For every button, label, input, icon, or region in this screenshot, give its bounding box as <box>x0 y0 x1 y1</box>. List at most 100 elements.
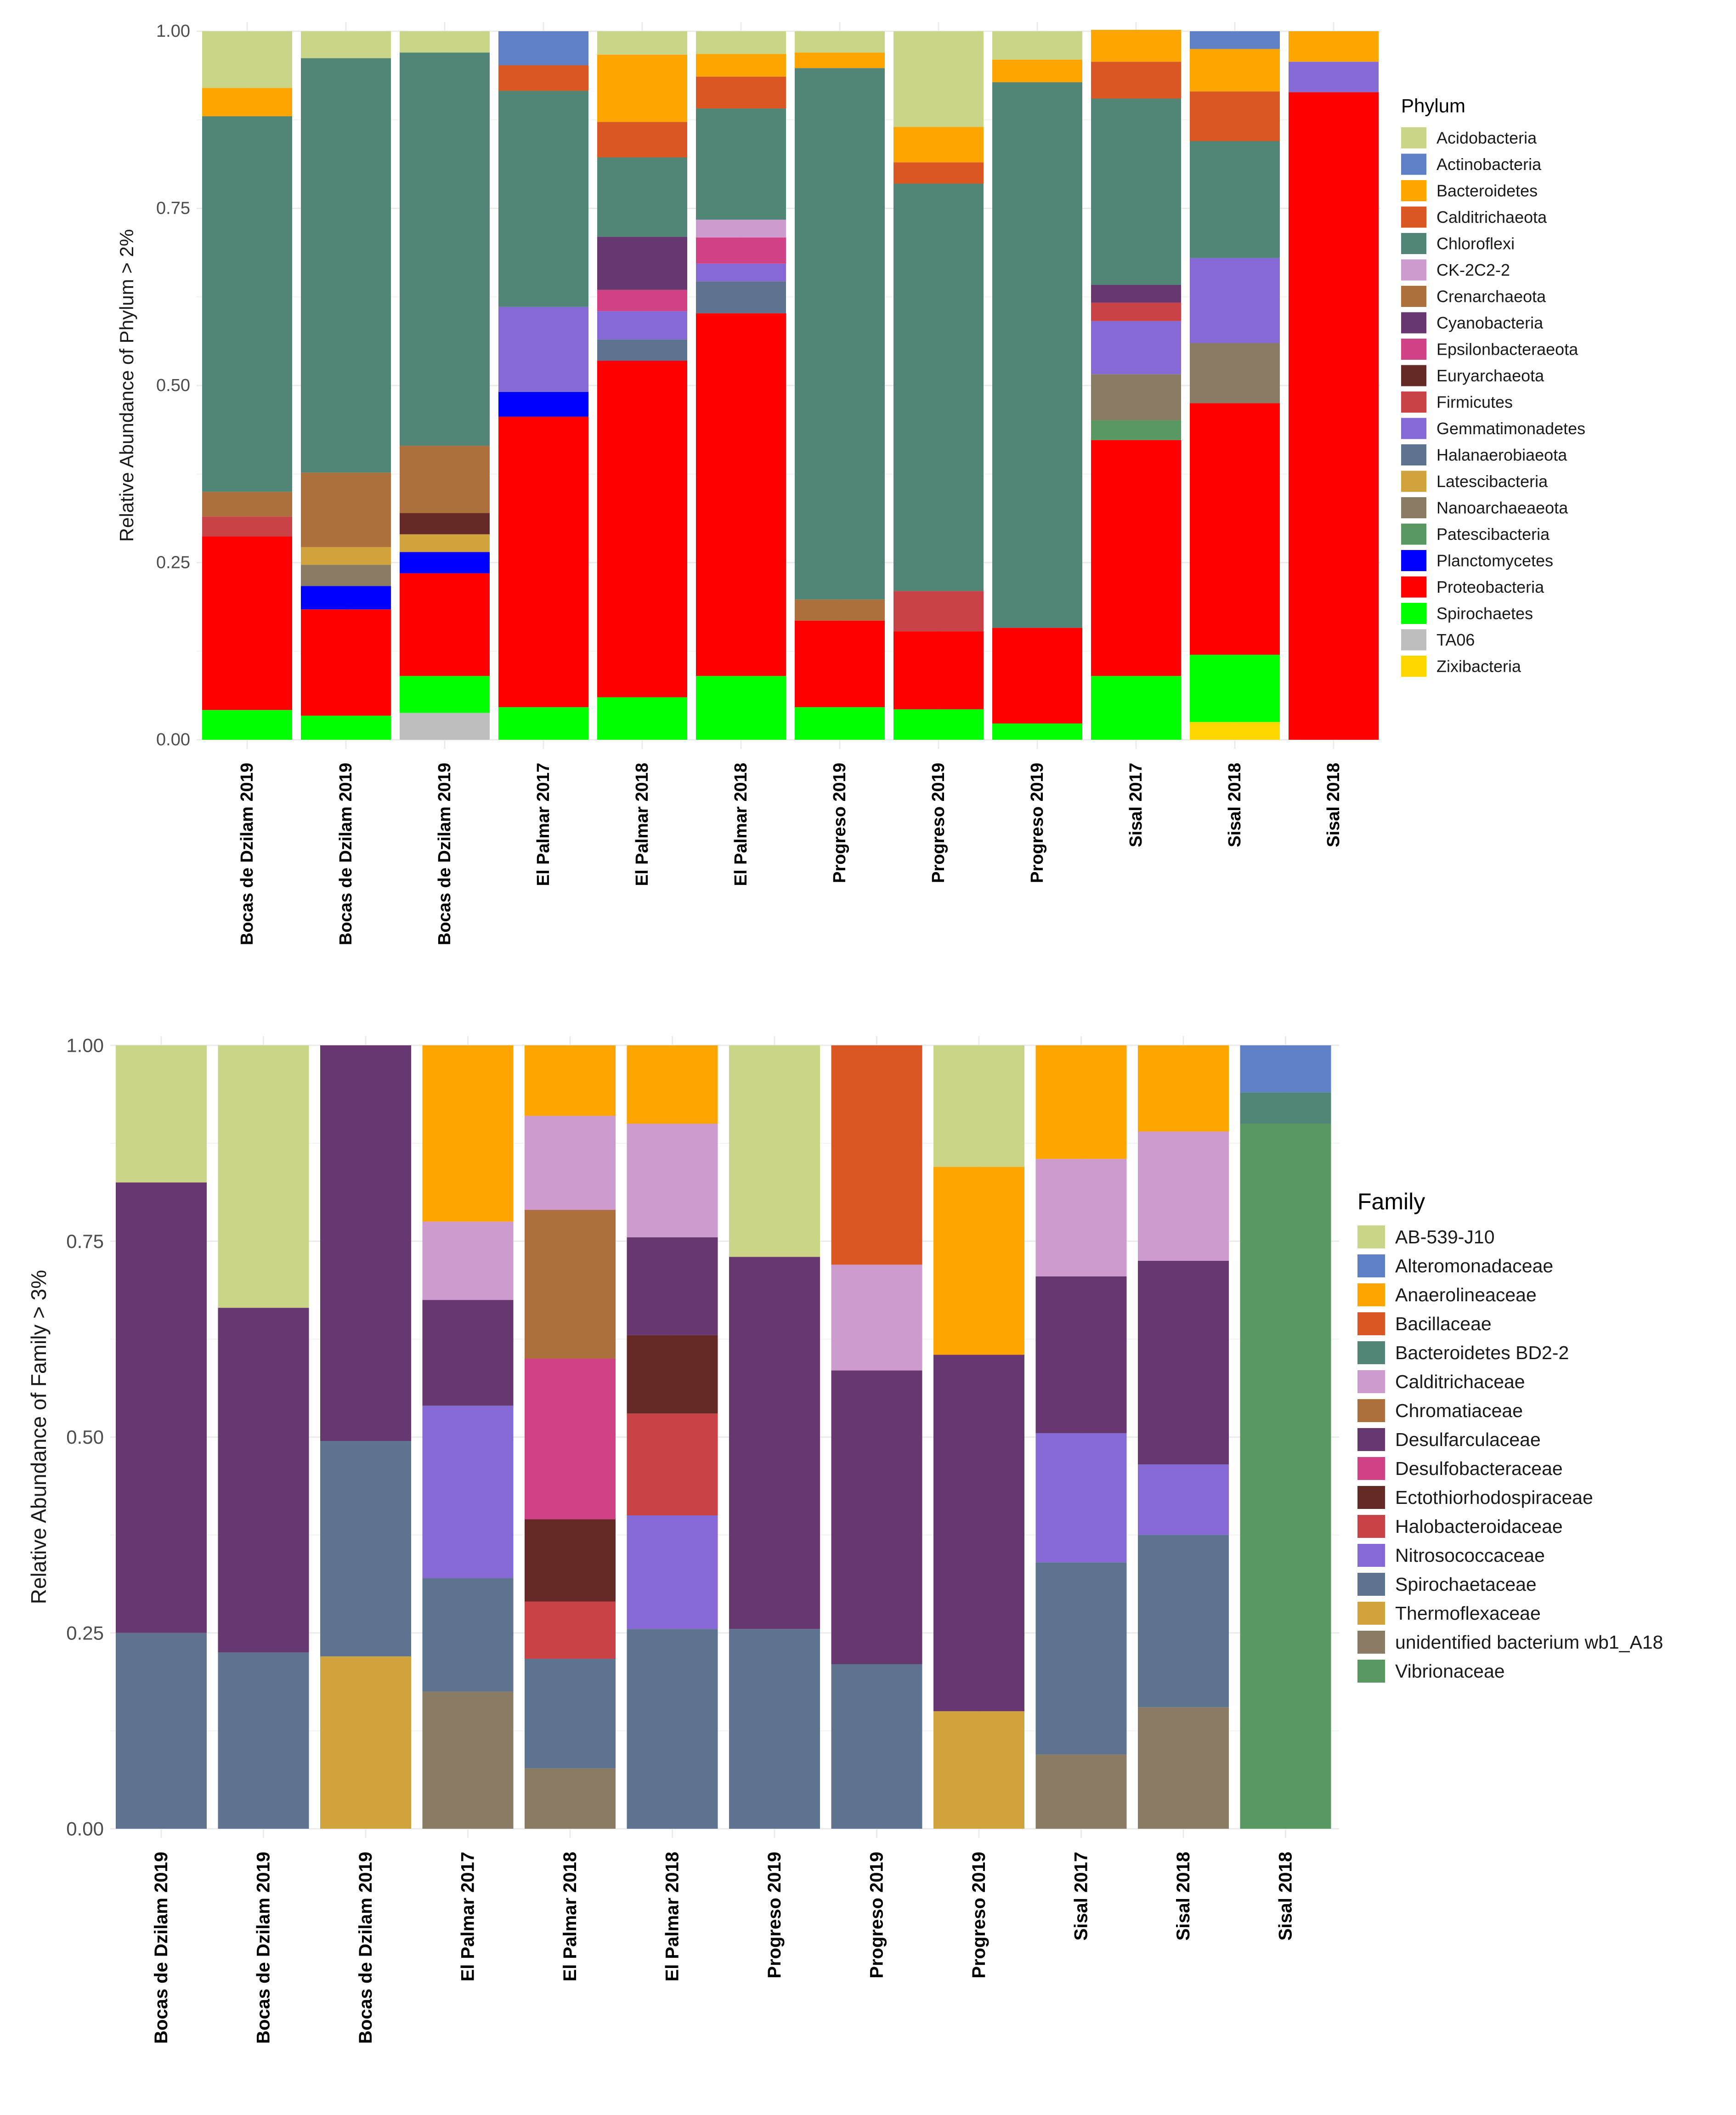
family-legend-label: Ectothiorhodospiraceae <box>1395 1487 1593 1508</box>
phylum-bar-segment-chloroflexi <box>696 108 786 220</box>
phylum-bar-segment-bacteroidetes <box>202 88 292 117</box>
phylum-bar-segment-proteobacteria <box>696 313 786 676</box>
phylum-bar-segment-proteobacteria <box>301 609 391 716</box>
phylum-bar-segment-chloroflexi <box>1091 98 1181 285</box>
family-bar-segment-ab-539-j10 <box>116 1045 207 1183</box>
family-bar-segment-ab-539-j10 <box>218 1045 309 1308</box>
phylum-legend-swatch-proteobacteria <box>1401 576 1426 598</box>
phylum-legend-label: Firmicutes <box>1436 393 1513 412</box>
family-bar-segment-unidentified-bacterium-wb1-a18 <box>525 1768 616 1829</box>
phylum-bar-segment-chloroflexi <box>795 68 885 600</box>
family-legend-label: AB-539-J10 <box>1395 1226 1495 1247</box>
family-bar-segment-halobacteroidaceae <box>525 1601 616 1659</box>
family-x-tick-label: Bocas de Dzilam 2019 <box>254 1852 274 2044</box>
phylum-legend-swatch-zixibacteria <box>1401 656 1426 677</box>
phylum-bar-segment-acidobacteria <box>696 31 786 54</box>
phylum-bar-segment-bacteroidetes <box>893 127 984 163</box>
family-x-tick-label: El Palmar 2018 <box>662 1852 683 1981</box>
phylum-legend-label: Gemmatimonadetes <box>1436 419 1585 438</box>
phylum-bar-segment-calditrichaeota <box>893 162 984 184</box>
family-legend-label: Halobacteroidaceae <box>1395 1516 1563 1537</box>
phylum-bar-segment-acidobacteria <box>795 31 885 53</box>
family-bar-segment-nitrosococcaceae <box>1138 1464 1229 1535</box>
phylum-bar-segment-latescibacteria <box>301 547 391 565</box>
phylum-legend-swatch-nanoarchaeaeota <box>1401 497 1426 518</box>
family-x-tick-label: Progreso 2019 <box>867 1852 887 1979</box>
phylum-legend-label: Proteobacteria <box>1436 578 1544 596</box>
family-bar-segment-chromatiaceae <box>525 1210 616 1359</box>
phylum-legend-swatch-spirochaetes <box>1401 603 1426 624</box>
family-bar-segment-spirochaetaceae <box>1138 1535 1229 1707</box>
phylum-bar-segment-calditrichaeota <box>1190 91 1280 142</box>
phylum-bar-segment-bacteroidetes <box>597 54 687 122</box>
phylum-bar-segment-spirochaetes <box>893 709 984 740</box>
phylum-bar-segment-epsilonbacteraeota <box>597 289 687 312</box>
family-legend-swatch-halobacteroidaceae <box>1357 1515 1385 1538</box>
phylum-bar-segment-crenarchaeota <box>400 446 490 513</box>
phylum-bar-segment-spirochaetes <box>498 707 588 740</box>
phylum-bar-segment-patescibacteria <box>1091 420 1181 440</box>
family-bar-segment-spirochaetaceae <box>116 1633 207 1829</box>
phylum-bar-segment-bacteroidetes <box>696 54 786 77</box>
family-bar-segment-anaerolineaceae <box>1035 1045 1127 1159</box>
phylum-legend-swatch-epsilonbacteraeota <box>1401 339 1426 360</box>
family-bar-segment-nitrosococcaceae <box>627 1515 718 1629</box>
phylum-legend-label: Acidobacteria <box>1436 129 1537 147</box>
family-bar-segment-desulfarculaceae <box>627 1237 718 1335</box>
phylum-bar-segment-proteobacteria <box>992 628 1082 724</box>
phylum-legend-swatch-bacteroidetes <box>1401 180 1426 201</box>
family-legend-swatch-alteromonadaceae <box>1357 1254 1385 1277</box>
phylum-legend-swatch-latescibacteria <box>1401 471 1426 492</box>
phylum-bar-segment-chloroflexi <box>597 157 687 237</box>
phylum-bar-segment-spirochaetes <box>696 676 786 740</box>
family-legend-label: unidentified bacterium wb1_A18 <box>1395 1632 1663 1653</box>
family-legend-label: Chromatiaceae <box>1395 1400 1523 1421</box>
phylum-bar-segment-planctomycetes <box>301 586 391 610</box>
phylum-bar-segment-spirochaetes <box>301 715 391 740</box>
family-legend-label: Vibrionaceae <box>1395 1661 1505 1682</box>
family-bar-segment-calditrichaceae <box>627 1123 718 1237</box>
family-y-tick-label: 0.25 <box>66 1622 104 1644</box>
phylum-bar-segment-acidobacteria <box>597 31 687 55</box>
phylum-x-tick-label: Progreso 2019 <box>929 763 948 883</box>
phylum-bar-segment-gemmatimonadetes <box>498 306 588 392</box>
phylum-legend-label: TA06 <box>1436 630 1475 649</box>
phylum-bar-segment-bacteroidetes <box>795 52 885 68</box>
phylum-bar-segment-epsilonbacteraeota <box>696 237 786 264</box>
family-bar-segment-calditrichaceae <box>831 1264 922 1371</box>
phylum-bar-segment-gemmatimonadetes <box>597 311 687 340</box>
phylum-legend-swatch-euryarchaeota <box>1401 365 1426 386</box>
family-bar-segment-desulfarculaceae <box>729 1257 820 1629</box>
family-legend-label: Thermoflexaceae <box>1395 1603 1541 1624</box>
phylum-bar-segment-halanaerobiaeota <box>696 281 786 313</box>
phylum-legend-swatch-calditrichaeota <box>1401 206 1426 228</box>
phylum-bar-segment-acidobacteria <box>893 31 984 127</box>
phylum-x-tick-label: Sisal 2018 <box>1225 763 1244 847</box>
family-legend-label: Anaerolineaceae <box>1395 1284 1537 1305</box>
family-legend-swatch-bacillaceae <box>1357 1312 1385 1335</box>
family-bar-segment-spirochaetaceae <box>525 1659 616 1769</box>
family-legend-swatch-ab-539-j10 <box>1357 1225 1385 1248</box>
phylum-bar-segment-actinobacteria <box>1190 31 1280 49</box>
family-legend-swatch-calditrichaceae <box>1357 1370 1385 1393</box>
phylum-x-tick-label: Bocas de Dzilam 2019 <box>237 763 257 945</box>
family-legend-swatch-vibrionaceae <box>1357 1660 1385 1683</box>
family-bar-segment-desulfarculaceae <box>1138 1260 1229 1465</box>
family-bar-segment-alteromonadaceae <box>1240 1045 1331 1093</box>
phylum-bar-segment-nanoarchaeaeota <box>1091 374 1181 420</box>
family-legend-swatch-bacteroidetes-bd2-2 <box>1357 1341 1385 1364</box>
family-y-tick-label: 0.75 <box>66 1230 104 1252</box>
phylum-y-axis-title: Relative Abundance of Phylum > 2% <box>116 229 137 542</box>
phylum-bar-segment-euryarchaeota <box>400 513 490 534</box>
phylum-bar-segment-spirochaetes <box>597 697 687 740</box>
family-legend-swatch-anaerolineaceae <box>1357 1283 1385 1306</box>
family-x-tick-label: Progreso 2019 <box>969 1852 989 1979</box>
family-bar-segment-thermoflexaceae <box>320 1656 411 1829</box>
phylum-legend-label: Actinobacteria <box>1436 155 1542 174</box>
family-bar-segment-bacillaceae <box>831 1045 922 1265</box>
family-chart: 0.00 0.25 0.50 0.75 1.00 Relative Abundance o… <box>27 1035 1663 2044</box>
phylum-bar-segment-acidobacteria <box>202 31 292 88</box>
phylum-legend-label: Crenarchaeota <box>1436 287 1546 306</box>
family-legend-label: Bacteroidetes BD2-2 <box>1395 1342 1569 1363</box>
